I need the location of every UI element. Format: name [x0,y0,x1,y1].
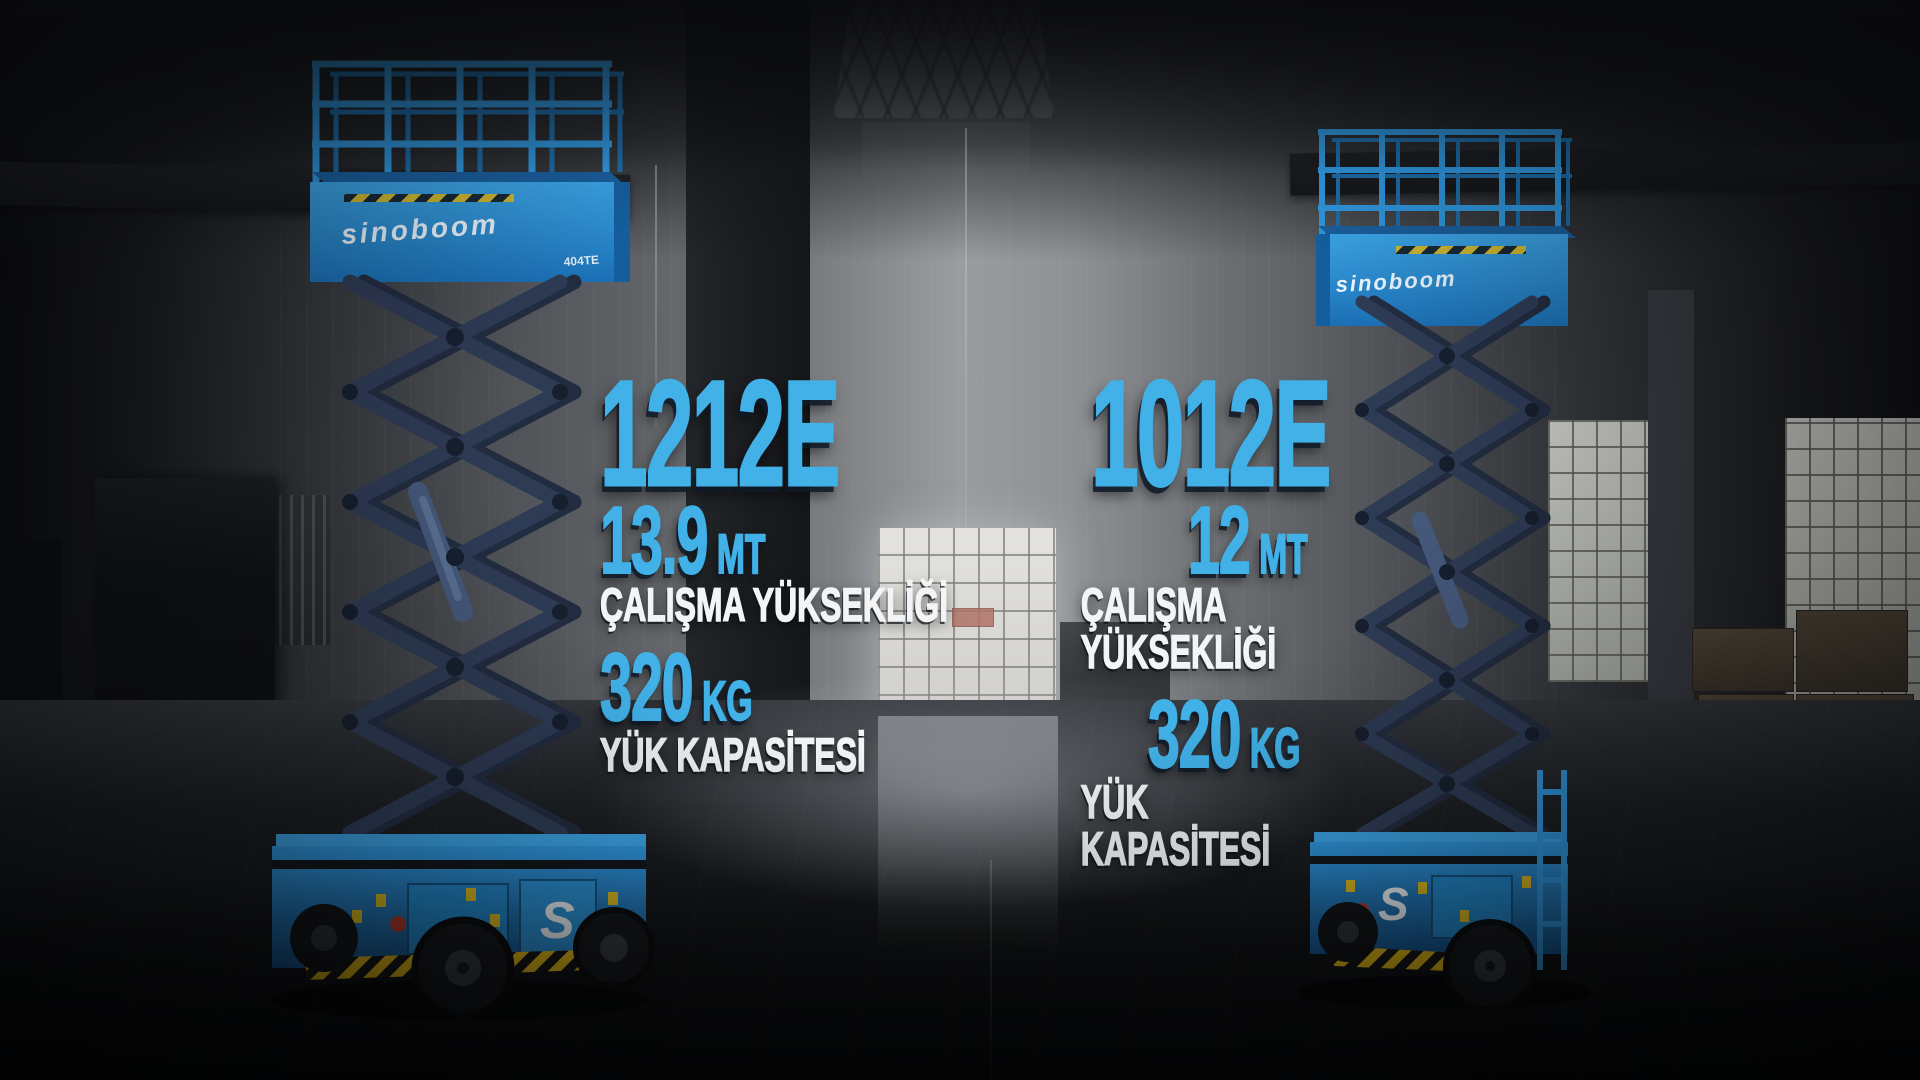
load-capacity-value: 320 [1147,681,1242,789]
guardrail-back [330,71,624,172]
sinoboom-logo: S [540,892,575,950]
guardrail-front [1318,129,1562,236]
working-height-unit: MT [716,522,766,585]
lift-shadow [1300,975,1590,1009]
platform-hazard-strip [1396,246,1526,254]
left-scissor-lift: sinoboom 404TE [268,60,655,1020]
working-height-label: ÇALIŞMA YÜKSEKLİĞİ [1080,578,1277,679]
scissor-arms [342,274,582,841]
working-height-value: 12 [1188,487,1252,594]
guardrail-back [1332,138,1572,226]
load-capacity-row: 320 KG [599,634,754,742]
model-plate-text: 404TE [563,253,599,269]
sinoboom-logo: S [1378,878,1409,930]
load-capacity-row: 320 KG [1147,681,1301,789]
working-height-row: 12 MT [1188,487,1309,594]
model-number: 1212E [599,349,841,517]
red-label [390,916,406,932]
working-height-label: ÇALIŞMA YÜKSEKLİĞİ [599,578,949,632]
platform-end [614,182,630,282]
spec-block-1012e: 1012E 12 MT ÇALIŞMA YÜKSEKLİĞİ 320 KG YÜ… [1020,349,1400,876]
right-wall-pillar [1648,290,1694,724]
box [1692,628,1794,692]
platform-end [1316,234,1330,326]
hanging-chain-reflection [990,860,992,1080]
load-capacity-unit: KG [1249,716,1301,780]
load-capacity-unit: KG [702,669,754,733]
model-number: 1012E [1090,349,1332,517]
platform-hazard-strip [344,194,514,202]
working-height-row: 13.9 MT [599,487,766,594]
guardrail-front [312,60,612,184]
box [1796,610,1908,692]
working-height-unit: MT [1259,522,1309,585]
load-capacity-label: YÜK KAPASİTESİ [1080,775,1271,876]
load-capacity-value: 320 [599,634,694,742]
working-height-value: 13.9 [599,487,709,594]
load-capacity-label: YÜK KAPASİTESİ [599,728,866,782]
